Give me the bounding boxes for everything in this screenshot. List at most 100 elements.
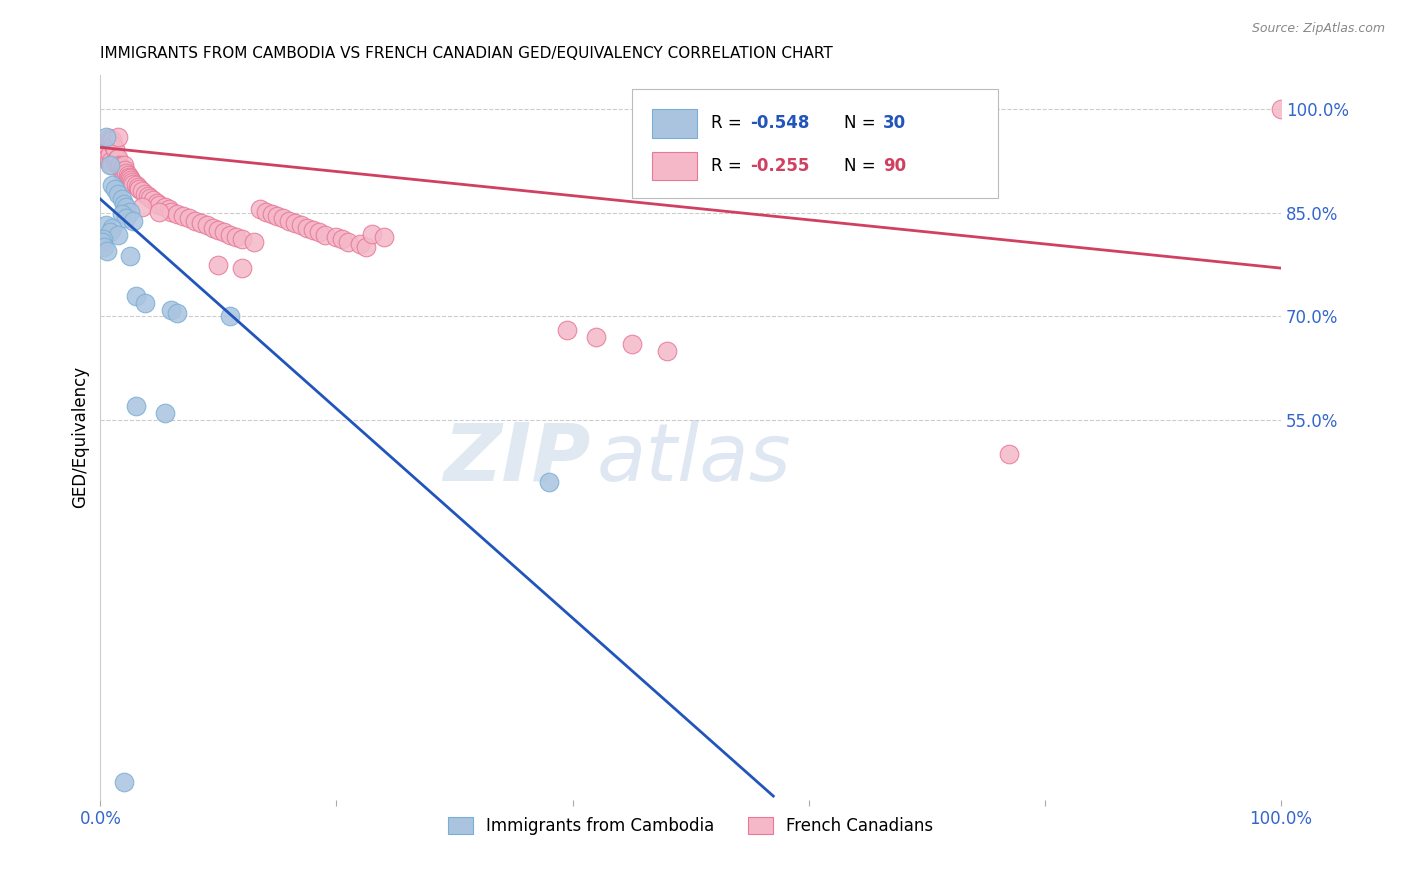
- Point: [332, 232, 354, 246]
- Point: [103, 143, 125, 157]
- Point: [134, 295, 156, 310]
- Point: [120, 173, 142, 187]
- Point: [314, 227, 336, 242]
- Point: [157, 202, 180, 217]
- Point: [537, 475, 560, 489]
- Point: [131, 201, 153, 215]
- Point: [97, 154, 120, 169]
- Point: [101, 221, 124, 235]
- Point: [96, 130, 118, 145]
- Point: [207, 258, 229, 272]
- Point: [349, 237, 371, 252]
- Point: [555, 323, 578, 337]
- Point: [278, 214, 301, 228]
- Point: [101, 178, 124, 193]
- Point: [98, 147, 121, 161]
- Point: [139, 191, 162, 205]
- Point: [103, 154, 125, 169]
- Point: [98, 225, 121, 239]
- Point: [115, 201, 138, 215]
- Point: [103, 138, 125, 153]
- Point: [98, 133, 121, 147]
- Point: [104, 156, 127, 170]
- Point: [110, 159, 132, 173]
- Point: [134, 186, 156, 201]
- Point: [160, 302, 183, 317]
- Point: [117, 168, 139, 182]
- Text: 30: 30: [883, 114, 907, 132]
- Point: [101, 158, 124, 172]
- Point: [620, 337, 643, 351]
- Point: [125, 399, 148, 413]
- Point: [121, 175, 143, 189]
- Point: [172, 210, 194, 224]
- Point: [107, 186, 129, 201]
- Point: [361, 227, 384, 241]
- Text: N =: N =: [844, 157, 882, 175]
- Point: [110, 161, 132, 175]
- Point: [110, 164, 132, 178]
- Point: [96, 136, 118, 151]
- Text: Source: ZipAtlas.com: Source: ZipAtlas.com: [1251, 22, 1385, 36]
- Point: [101, 133, 124, 147]
- Point: [112, 775, 135, 789]
- Point: [136, 188, 159, 202]
- Text: 90: 90: [883, 157, 907, 175]
- Point: [184, 214, 207, 228]
- Point: [260, 207, 283, 221]
- Point: [125, 178, 148, 193]
- Point: [112, 158, 135, 172]
- Point: [254, 204, 277, 219]
- Point: [107, 130, 129, 145]
- Point: [111, 163, 134, 178]
- Point: [160, 204, 183, 219]
- Point: [96, 219, 118, 233]
- FancyBboxPatch shape: [652, 109, 696, 137]
- Point: [266, 210, 288, 224]
- Point: [231, 261, 253, 276]
- Point: [115, 166, 138, 180]
- Point: [115, 211, 138, 226]
- Point: [91, 232, 114, 246]
- Point: [655, 343, 678, 358]
- Point: [295, 221, 318, 235]
- Point: [107, 227, 129, 242]
- Point: [98, 158, 121, 172]
- Point: [96, 244, 118, 258]
- Point: [112, 197, 135, 211]
- FancyBboxPatch shape: [631, 89, 998, 198]
- Point: [231, 232, 253, 246]
- Point: [142, 194, 165, 208]
- Point: [110, 207, 132, 221]
- Point: [114, 163, 136, 178]
- Point: [166, 306, 188, 320]
- Point: [96, 151, 118, 165]
- Point: [243, 235, 266, 249]
- FancyBboxPatch shape: [652, 152, 696, 180]
- Point: [155, 406, 177, 420]
- Point: [373, 230, 395, 244]
- Point: [214, 225, 236, 239]
- Point: [96, 140, 118, 154]
- Point: [207, 223, 229, 237]
- Y-axis label: GED/Equivalency: GED/Equivalency: [72, 366, 89, 508]
- Point: [308, 225, 330, 239]
- Legend: Immigrants from Cambodia, French Canadians: Immigrants from Cambodia, French Canadia…: [449, 816, 934, 835]
- Point: [177, 211, 200, 226]
- Point: [112, 166, 135, 180]
- Text: IMMIGRANTS FROM CAMBODIA VS FRENCH CANADIAN GED/EQUIVALENCY CORRELATION CHART: IMMIGRANTS FROM CAMBODIA VS FRENCH CANAD…: [100, 46, 834, 62]
- Point: [118, 249, 141, 263]
- Point: [107, 151, 129, 165]
- Point: [337, 235, 360, 249]
- Point: [128, 182, 150, 196]
- Point: [97, 131, 120, 145]
- Point: [225, 230, 247, 244]
- Point: [249, 202, 271, 217]
- Text: R =: R =: [710, 114, 747, 132]
- Point: [273, 211, 295, 226]
- Text: -0.255: -0.255: [749, 157, 808, 175]
- Text: N =: N =: [844, 114, 882, 132]
- Point: [131, 184, 153, 198]
- Point: [93, 151, 115, 165]
- Point: [148, 197, 170, 211]
